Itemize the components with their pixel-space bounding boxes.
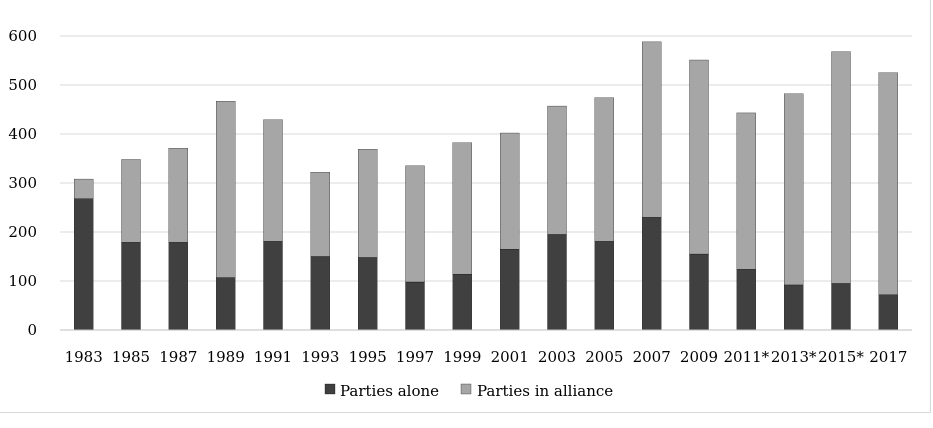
- bar-parties-alone: [358, 257, 378, 331]
- bar-parties-in-alliance: [358, 149, 378, 258]
- y-tick-label: 500: [8, 76, 37, 94]
- bar-parties-alone: [831, 283, 851, 331]
- bar-parties-alone: [878, 294, 898, 331]
- bar-parties-in-alliance: [689, 59, 709, 255]
- bar-parties-in-alliance: [263, 119, 283, 242]
- bar-parties-alone: [405, 281, 425, 331]
- bar-parties-alone: [121, 242, 141, 331]
- x-tick-label: 1989: [207, 348, 245, 366]
- x-tick-label: 1987: [159, 348, 197, 366]
- bar-parties-alone: [168, 242, 188, 331]
- bar-parties-in-alliance: [405, 165, 425, 283]
- x-tick-label: 2017: [869, 348, 907, 366]
- x-tick-label: 1985: [112, 348, 150, 366]
- bar-parties-in-alliance: [74, 178, 94, 199]
- bar-parties-alone: [216, 277, 236, 331]
- bar-parties-in-alliance: [310, 172, 330, 257]
- legend-swatch: [460, 383, 472, 395]
- bar-parties-alone: [594, 241, 614, 331]
- legend-label: Parties alone: [340, 382, 439, 400]
- x-tick-label: 2015*: [818, 348, 864, 366]
- bar-parties-in-alliance: [216, 101, 236, 278]
- chart-frame: [0, 0, 931, 413]
- bars: [74, 41, 898, 331]
- bar-parties-in-alliance: [642, 41, 662, 218]
- bar-parties-alone: [736, 269, 756, 331]
- x-tick-label: 2009: [680, 348, 718, 366]
- y-tick-label: 600: [8, 27, 37, 45]
- x-axis-ticks: 1983 1985 1987 1989 1991 1993 1995 1997 1999 2001…: [65, 348, 908, 366]
- bar-parties-in-alliance: [594, 97, 614, 242]
- x-tick-label: 1999: [443, 348, 481, 366]
- legend-swatch: [324, 383, 336, 395]
- y-tick-label: 200: [8, 223, 37, 241]
- x-tick-label: 1991: [254, 348, 292, 366]
- bar-parties-alone: [689, 253, 709, 331]
- bar-parties-in-alliance: [121, 159, 141, 243]
- x-tick-label: 2001: [491, 348, 529, 366]
- x-tick-label: 1995: [349, 348, 387, 366]
- x-tick-label: 2011*: [723, 348, 769, 366]
- bar-parties-in-alliance: [878, 72, 898, 295]
- legend: Parties alone Parties in alliance: [324, 382, 613, 400]
- bar-parties-in-alliance: [452, 142, 472, 275]
- bar-parties-alone: [547, 234, 567, 331]
- x-tick-label: 2007: [633, 348, 671, 366]
- y-axis-ticks: 0 100 200 300 400 500 600: [8, 27, 37, 339]
- bar-parties-in-alliance: [784, 93, 804, 286]
- bar-parties-alone: [310, 256, 330, 331]
- x-tick-label: 2005: [585, 348, 623, 366]
- bar-parties-in-alliance: [547, 105, 567, 235]
- bar-parties-in-alliance: [831, 51, 851, 284]
- bar-parties-alone: [263, 241, 283, 331]
- y-tick-label: 400: [8, 125, 37, 143]
- bar-parties-in-alliance: [500, 132, 520, 250]
- x-tick-label: 2013*: [771, 348, 817, 366]
- gridlines: [60, 35, 912, 282]
- bar-parties-in-alliance: [736, 112, 756, 270]
- bar-parties-alone: [500, 248, 520, 331]
- legend-label: Parties in alliance: [477, 382, 613, 400]
- x-tick-label: 1993: [301, 348, 339, 366]
- x-tick-label: 1997: [396, 348, 434, 366]
- x-tick-label: 2003: [538, 348, 576, 366]
- bar-parties-alone: [642, 217, 662, 331]
- bar-parties-in-alliance: [168, 148, 188, 243]
- y-tick-label: 0: [27, 321, 37, 339]
- bar-parties-alone: [784, 284, 804, 331]
- x-tick-label: 1983: [65, 348, 103, 366]
- y-tick-label: 300: [8, 174, 37, 192]
- bar-parties-alone: [452, 273, 472, 331]
- y-tick-label: 100: [8, 272, 37, 290]
- bar-parties-alone: [74, 198, 94, 331]
